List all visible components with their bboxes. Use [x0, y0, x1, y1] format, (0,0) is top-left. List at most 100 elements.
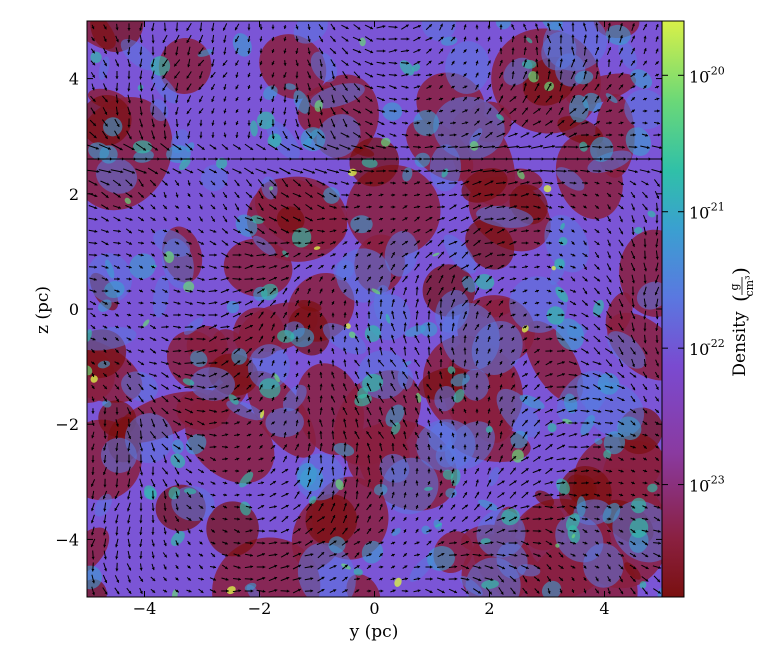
velocity-arrow: [247, 60, 251, 66]
velocity-arrow: [594, 541, 600, 545]
velocity-arrow: [570, 253, 576, 257]
velocity-arrow: [630, 433, 636, 437]
velocity-arrow: [307, 442, 311, 452]
velocity-arrow: [343, 312, 347, 318]
velocity-arrow: [307, 312, 311, 318]
velocity-arrow: [232, 277, 242, 281]
density-blob: [443, 234, 477, 274]
velocity-arrow: [630, 35, 636, 43]
velocity-arrow: [366, 442, 371, 452]
velocity-arrow: [175, 46, 179, 56]
density-blob: [432, 252, 440, 257]
velocity-arrow: [415, 394, 419, 404]
density-blob: [102, 400, 112, 408]
velocity-arrow: [415, 468, 419, 474]
velocity-arrow: [256, 253, 266, 257]
velocity-arrow: [303, 143, 315, 151]
velocity-arrow: [232, 324, 242, 329]
velocity-arrow: [388, 25, 398, 29]
density-blob: [543, 185, 552, 193]
velocity-arrow: [567, 145, 579, 149]
density-blob: [171, 439, 184, 454]
velocity-arrow: [367, 346, 371, 356]
velocity-arrow: [366, 205, 372, 209]
velocity-arrow: [199, 204, 203, 210]
velocity-arrow: [90, 95, 96, 103]
velocity-arrow: [643, 47, 647, 55]
velocity-arrow: [606, 192, 612, 198]
velocity-arrow: [545, 95, 553, 103]
velocity-arrow: [295, 455, 299, 463]
velocity-arrow: [508, 181, 518, 185]
velocity-arrow: [103, 407, 107, 415]
velocity-arrow: [125, 204, 133, 210]
velocity-arrow: [246, 457, 252, 461]
velocity-arrow: [138, 277, 144, 281]
velocity-arrow: [307, 348, 311, 354]
velocity-arrow: [211, 59, 215, 67]
velocity-arrow: [571, 229, 575, 233]
velocity-arrow: [290, 168, 304, 174]
velocity-arrow: [199, 180, 203, 186]
velocity-arrow: [125, 192, 133, 198]
density-blob: [647, 483, 658, 493]
velocity-arrow: [642, 408, 648, 414]
velocity-arrow: [294, 491, 300, 499]
velocity-arrow: [102, 396, 108, 402]
velocity-arrow: [305, 264, 313, 270]
velocity-arrow: [378, 205, 384, 209]
velocity-arrow: [283, 95, 287, 103]
velocity-arrow: [271, 48, 275, 54]
velocity-arrow: [655, 214, 659, 224]
velocity-arrow: [582, 58, 588, 68]
velocity-arrow: [268, 529, 278, 533]
velocity-arrow: [198, 529, 204, 533]
velocity-arrow: [102, 301, 108, 305]
velocity-arrow: [535, 35, 539, 43]
velocity-arrow: [151, 442, 156, 452]
velocity-arrow: [494, 169, 508, 173]
velocity-arrow: [544, 456, 554, 461]
velocity-arrow: [197, 241, 205, 245]
velocity-arrow: [592, 372, 602, 378]
velocity-arrow: [101, 130, 109, 140]
velocity-arrow: [415, 419, 419, 427]
velocity-arrow: [271, 36, 275, 42]
velocity-arrow: [271, 396, 275, 402]
velocity-arrow: [139, 46, 143, 56]
density-blob: [95, 157, 138, 194]
velocity-arrow: [127, 514, 131, 524]
velocity-arrow: [521, 408, 529, 414]
velocity-arrow: [208, 385, 218, 389]
velocity-arrow: [450, 504, 456, 510]
velocity-arrow: [655, 445, 659, 449]
velocity-arrow: [451, 310, 455, 320]
velocity-arrow: [461, 299, 469, 307]
velocity-arrow: [281, 178, 289, 188]
velocity-arrow: [185, 468, 193, 474]
velocity-arrow: [138, 301, 144, 305]
velocity-arrow: [523, 59, 527, 67]
velocity-arrow: [161, 301, 169, 305]
velocity-arrow: [413, 205, 421, 209]
velocity-arrow: [199, 216, 203, 222]
velocity-arrow: [630, 109, 636, 113]
velocity-arrow: [558, 94, 564, 104]
velocity-arrow: [246, 493, 252, 497]
velocity-arrow: [475, 384, 479, 390]
velocity-arrow: [307, 372, 311, 378]
velocity-arrow: [617, 371, 625, 379]
velocity-arrow: [295, 59, 299, 67]
velocity-arrow: [91, 36, 95, 42]
velocity-arrow: [246, 371, 252, 379]
velocity-arrow: [451, 432, 455, 438]
velocity-arrow: [162, 277, 168, 281]
velocity-arrow: [331, 383, 335, 391]
velocity-arrow: [161, 372, 169, 378]
density-blob: [624, 562, 641, 580]
velocity-arrow: [628, 169, 638, 174]
velocity-arrow: [518, 168, 532, 173]
velocity-arrow: [102, 95, 108, 103]
velocity-arrow: [521, 229, 529, 233]
velocity-arrow: [508, 541, 518, 545]
